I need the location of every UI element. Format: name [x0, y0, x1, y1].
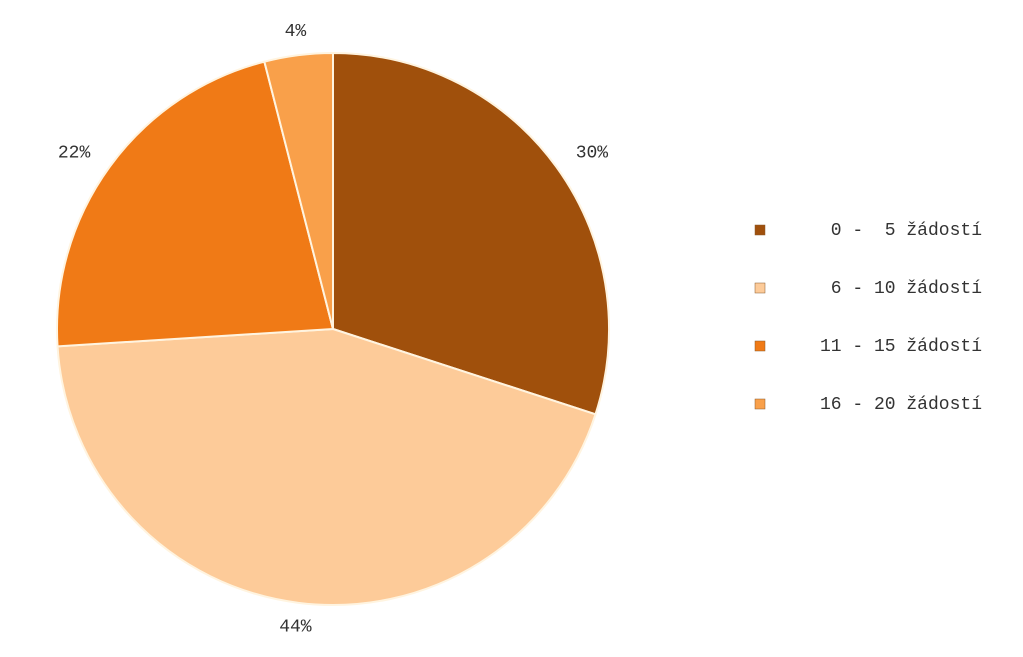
pie-slice [56, 327, 597, 606]
pie-slice [263, 51, 334, 330]
legend-marker [754, 340, 766, 352]
legend-marker [754, 224, 766, 236]
data-label: 4% [285, 22, 307, 42]
legend-label: 6 - 10 žádostí [831, 279, 982, 299]
pie-slice [56, 60, 335, 348]
legend-label: 11 - 15 žádostí [820, 337, 982, 357]
legend-marker [754, 282, 766, 294]
data-label: 44% [279, 617, 312, 637]
pie-slice [332, 51, 610, 416]
legend-label: 16 - 20 žádostí [820, 395, 982, 415]
legend-label: 0 - 5 žádostí [831, 221, 982, 241]
data-label: 30% [576, 143, 609, 163]
legend-marker [754, 398, 766, 410]
data-label: 22% [58, 143, 91, 163]
